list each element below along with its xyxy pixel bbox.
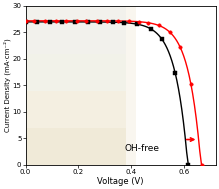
Bar — [26, 128, 126, 165]
Bar — [26, 6, 136, 165]
Text: OH-free: OH-free — [124, 143, 159, 153]
Y-axis label: Current Density (mA·cm⁻²): Current Density (mA·cm⁻²) — [4, 39, 11, 132]
Bar — [26, 54, 126, 91]
X-axis label: Voltage (V): Voltage (V) — [97, 177, 144, 186]
Bar — [26, 91, 126, 128]
Bar — [26, 6, 126, 54]
